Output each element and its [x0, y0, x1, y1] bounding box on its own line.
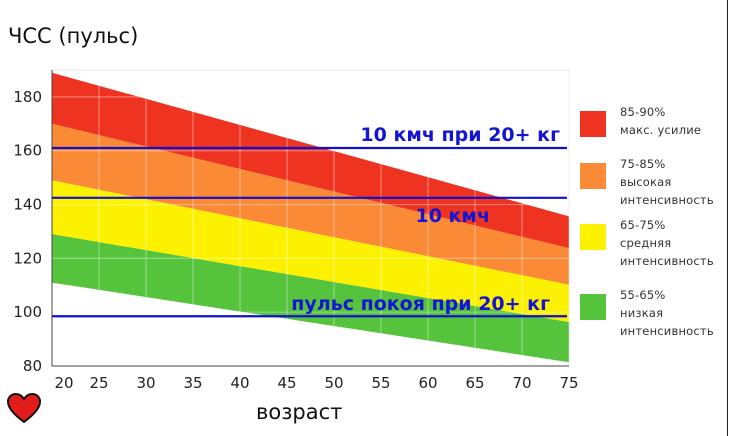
legend-swatch	[580, 224, 606, 250]
zone-band-1	[52, 123, 569, 285]
x-tick-label: 55	[371, 374, 390, 392]
y-tick-label: 140	[13, 196, 42, 214]
y-tick-label: 120	[13, 249, 42, 267]
reference-line-label-2: пульс покоя при 20+ кг	[291, 293, 550, 315]
x-axis-label: возраст	[256, 400, 343, 424]
x-tick-label: 25	[89, 374, 108, 392]
legend-label: 65-75% средняя интенсивность	[620, 218, 714, 268]
x-tick-label: 65	[465, 374, 484, 392]
y-tick-label: 160	[13, 142, 42, 160]
x-tick-label: 40	[230, 374, 249, 392]
legend-label: 75-85% высокая интенсивность	[620, 157, 714, 207]
legend-label: 85-90% макс. усилие	[620, 105, 702, 137]
zone-band-0	[52, 72, 569, 249]
x-tick-label: 20	[54, 374, 73, 392]
x-tick-label: 50	[324, 374, 343, 392]
x-tick-label: 35	[183, 374, 202, 392]
right-edge-border	[727, 0, 728, 436]
y-tick-label: 180	[13, 88, 42, 106]
zone-band-2	[52, 180, 569, 323]
reference-line-label-1: 10 кмч	[415, 205, 490, 227]
legend-label: 55-65% низкая интенсивность	[620, 288, 714, 338]
y-tick-label: 100	[13, 303, 42, 321]
y-tick-label: 80	[23, 357, 42, 375]
x-tick-label: 70	[512, 374, 531, 392]
legend-swatch	[580, 111, 606, 137]
reference-line-label-0: 10 кмч при 20+ кг	[360, 124, 560, 146]
x-tick-label: 75	[559, 374, 578, 392]
heart-icon	[6, 392, 42, 424]
legend-swatch	[580, 294, 606, 320]
legend-swatch	[580, 163, 606, 189]
x-tick-label: 60	[418, 374, 437, 392]
x-tick-label: 45	[277, 374, 296, 392]
zone-band-3	[52, 234, 569, 363]
chart-title: ЧСС (пульс)	[8, 24, 139, 48]
x-tick-label: 30	[136, 374, 155, 392]
